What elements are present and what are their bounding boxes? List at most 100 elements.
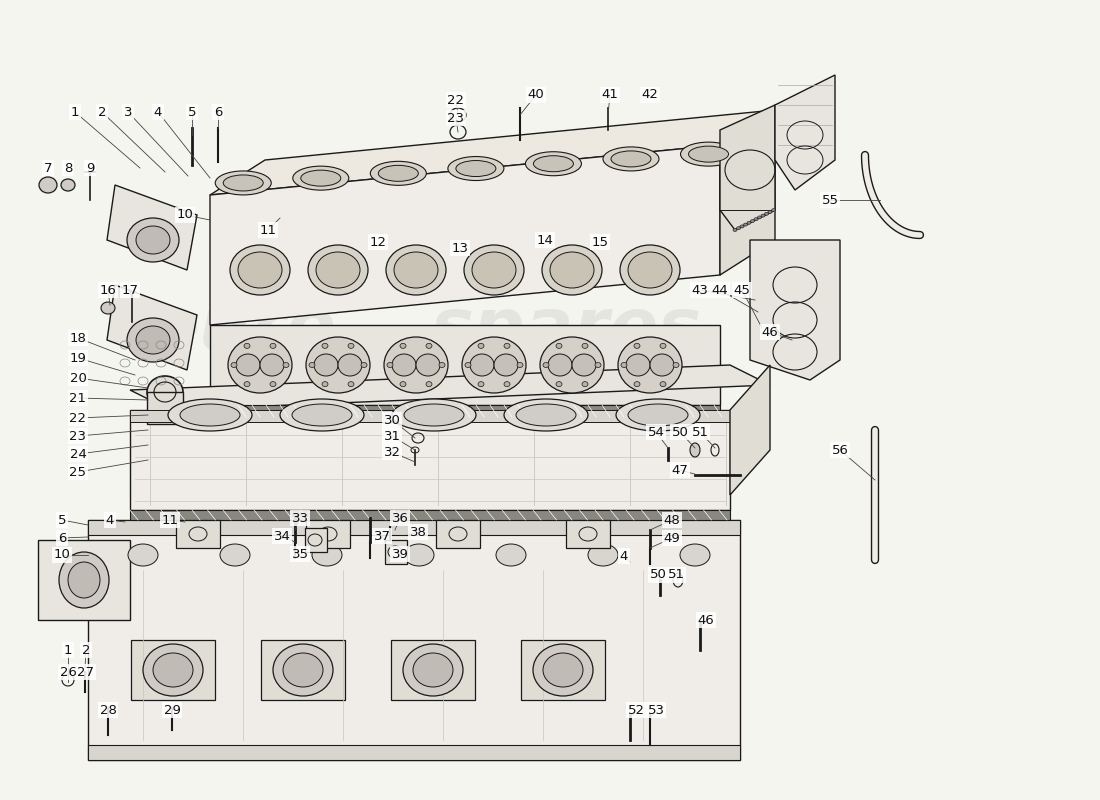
Text: 2: 2 <box>98 106 107 118</box>
Ellipse shape <box>300 170 341 186</box>
Bar <box>566 520 610 548</box>
Polygon shape <box>88 745 740 760</box>
Text: 13: 13 <box>451 242 469 254</box>
Text: 44: 44 <box>712 283 728 297</box>
Ellipse shape <box>740 225 744 228</box>
Ellipse shape <box>478 343 484 348</box>
Ellipse shape <box>595 362 601 367</box>
Ellipse shape <box>556 382 562 386</box>
Text: 1: 1 <box>64 643 73 657</box>
Ellipse shape <box>620 245 680 295</box>
Ellipse shape <box>464 245 524 295</box>
Ellipse shape <box>400 382 406 386</box>
Text: 14: 14 <box>537 234 553 246</box>
Polygon shape <box>107 285 197 370</box>
Text: 6: 6 <box>58 531 66 545</box>
Ellipse shape <box>621 362 627 367</box>
Text: 10: 10 <box>177 209 194 222</box>
Ellipse shape <box>582 382 588 386</box>
Ellipse shape <box>540 337 604 393</box>
Ellipse shape <box>634 382 640 386</box>
Ellipse shape <box>660 343 666 348</box>
Ellipse shape <box>314 354 338 376</box>
Text: 23: 23 <box>69 430 87 442</box>
Ellipse shape <box>292 404 352 426</box>
Text: 45: 45 <box>734 283 750 297</box>
Text: 51: 51 <box>668 569 684 582</box>
Ellipse shape <box>283 362 289 367</box>
Text: 39: 39 <box>392 547 408 561</box>
Polygon shape <box>88 520 740 535</box>
Ellipse shape <box>220 544 250 566</box>
Ellipse shape <box>534 156 573 172</box>
Text: 56: 56 <box>832 443 848 457</box>
Ellipse shape <box>426 343 432 348</box>
Ellipse shape <box>733 229 737 231</box>
Ellipse shape <box>404 544 434 566</box>
Text: 18: 18 <box>69 331 87 345</box>
Ellipse shape <box>548 354 572 376</box>
Ellipse shape <box>504 382 510 386</box>
Text: 19: 19 <box>69 351 87 365</box>
Ellipse shape <box>455 161 496 177</box>
Polygon shape <box>730 365 770 495</box>
Ellipse shape <box>270 382 276 386</box>
Ellipse shape <box>270 343 276 348</box>
Text: 46: 46 <box>761 326 779 338</box>
Ellipse shape <box>771 209 775 212</box>
Ellipse shape <box>754 218 758 221</box>
Ellipse shape <box>230 245 290 295</box>
Ellipse shape <box>737 226 740 230</box>
Text: 9: 9 <box>86 162 95 174</box>
Text: 38: 38 <box>409 526 427 538</box>
Text: 25: 25 <box>69 466 87 478</box>
Ellipse shape <box>618 337 682 393</box>
Text: 6: 6 <box>213 106 222 118</box>
Text: 5: 5 <box>188 106 196 118</box>
Bar <box>436 520 480 548</box>
Ellipse shape <box>136 226 170 254</box>
Ellipse shape <box>403 644 463 696</box>
Ellipse shape <box>572 354 596 376</box>
Polygon shape <box>130 410 730 422</box>
Ellipse shape <box>588 544 618 566</box>
Ellipse shape <box>690 443 700 457</box>
Ellipse shape <box>322 343 328 348</box>
Text: spares: spares <box>430 295 701 365</box>
Text: 35: 35 <box>292 547 308 561</box>
Text: 3: 3 <box>123 106 132 118</box>
Ellipse shape <box>768 210 772 214</box>
Ellipse shape <box>308 245 369 295</box>
Ellipse shape <box>153 653 192 687</box>
Ellipse shape <box>616 399 700 431</box>
Ellipse shape <box>626 354 650 376</box>
Text: spares: spares <box>430 566 701 634</box>
Ellipse shape <box>517 362 522 367</box>
Ellipse shape <box>180 404 240 426</box>
Text: 8: 8 <box>64 162 73 174</box>
Text: 7: 7 <box>44 162 53 174</box>
Ellipse shape <box>236 354 260 376</box>
Ellipse shape <box>764 212 769 215</box>
Ellipse shape <box>610 151 651 167</box>
Ellipse shape <box>280 399 364 431</box>
Ellipse shape <box>747 222 751 224</box>
Ellipse shape <box>394 252 438 288</box>
Text: 22: 22 <box>448 94 464 106</box>
Ellipse shape <box>462 337 526 393</box>
Ellipse shape <box>126 218 179 262</box>
Ellipse shape <box>312 544 342 566</box>
Ellipse shape <box>650 354 674 376</box>
Ellipse shape <box>386 245 446 295</box>
Ellipse shape <box>750 219 755 222</box>
Ellipse shape <box>260 354 284 376</box>
Ellipse shape <box>628 404 688 426</box>
Ellipse shape <box>543 362 549 367</box>
Bar <box>131 640 214 700</box>
Text: 36: 36 <box>392 511 408 525</box>
Ellipse shape <box>147 376 183 408</box>
Text: 48: 48 <box>663 514 681 526</box>
Ellipse shape <box>387 362 393 367</box>
Ellipse shape <box>603 147 659 171</box>
Ellipse shape <box>231 362 236 367</box>
